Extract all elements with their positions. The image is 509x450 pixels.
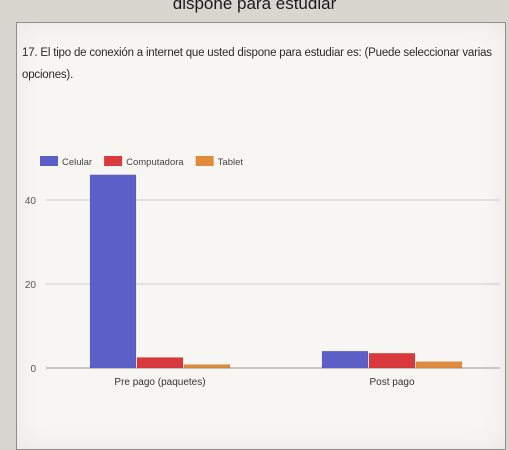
bar [136,357,184,369]
chart-legend: Celular Computadora Tablet [40,156,243,168]
legend-swatch [195,156,214,166]
legend-label: Tablet [218,157,244,168]
top-caption: dispone para estudiar [172,0,337,13]
bar [89,174,137,369]
question-text: 17. El tipo de conexión a internet que u… [22,47,492,81]
bar [415,361,463,369]
bar [368,353,416,369]
legend-label: Computadora [126,157,184,168]
x-category-label: Post pago [369,377,414,388]
chart-yaxis: 0 20 40 [25,196,37,375]
x-category-label: Pre pago (paquetes) [114,377,205,388]
y-tick-label: 0 [30,364,36,375]
legend-swatch [104,156,123,166]
chart-bars [89,174,463,369]
bar [183,364,231,369]
y-tick-label: 40 [25,196,37,207]
y-tick-label: 20 [25,280,37,291]
bar [321,350,369,369]
legend-label: Celular [62,157,92,168]
chart-xaxis: Pre pago (paquetes) Post pago [114,377,415,388]
legend-swatch [40,156,58,166]
